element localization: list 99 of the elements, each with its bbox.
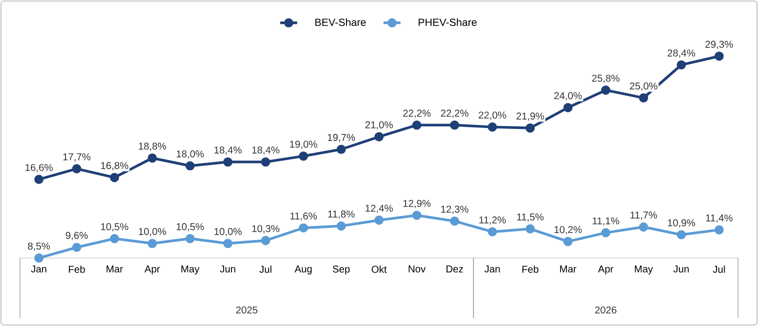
data-label: 29,3%: [705, 40, 733, 49]
data-label: 11,4%: [706, 214, 733, 223]
x-tick-label: Sep: [332, 266, 350, 275]
x-tick-label: Jun: [220, 266, 236, 272]
x-tick-label: Apr: [598, 266, 614, 274]
point: [412, 120, 422, 130]
x-tick-label: Apr: [144, 266, 160, 274]
point: [676, 230, 686, 240]
point: [336, 221, 346, 231]
data-label: 11,7%: [630, 212, 657, 220]
point: [185, 234, 195, 244]
point: [72, 242, 82, 252]
point: [374, 216, 384, 225]
data-label: 10,5%: [176, 223, 204, 232]
point: [526, 224, 535, 234]
x-tick-label: Nov: [408, 266, 426, 272]
data-label: 28,4%: [668, 49, 696, 58]
x-tick-label: Jan: [31, 266, 46, 272]
point: [374, 132, 384, 142]
point: [526, 123, 535, 133]
text: 2025: [236, 306, 258, 314]
data-label: 25,8%: [592, 74, 620, 83]
data-label: 16,6%: [26, 164, 53, 172]
x-tick-label: Jul: [259, 266, 272, 273]
data-label: 11,6%: [290, 212, 317, 221]
point: [72, 164, 82, 174]
x-tick-label: Mar: [560, 266, 576, 272]
data-label: 18,4%: [252, 146, 280, 155]
data-label: 12,9%: [403, 200, 431, 208]
data-label: 21,9%: [516, 112, 544, 121]
data-label: 10,5%: [101, 223, 128, 232]
data-label: 10,3%: [252, 225, 280, 234]
point: [450, 216, 460, 226]
data-label: 19,0%: [290, 140, 318, 149]
data-label: 10,0%: [138, 228, 166, 236]
legend-label: BEV-Share: [315, 18, 366, 26]
x-tick-label: Feb: [522, 266, 538, 273]
data-label: 12,4%: [366, 204, 393, 213]
x-tick-label: Jul: [712, 266, 725, 273]
point: [601, 228, 610, 238]
text: 2026: [595, 306, 616, 314]
point: [336, 144, 346, 154]
point: [601, 86, 610, 95]
data-label: 17,7%: [63, 153, 90, 162]
data-label: 10,0%: [214, 228, 242, 236]
x-tick-label: May: [634, 266, 653, 274]
data-label: 22,2%: [403, 110, 431, 118]
point: [148, 238, 157, 248]
data-label: 16,8%: [101, 162, 128, 170]
data-label: 10,9%: [668, 219, 696, 228]
data-label: 25,0%: [630, 82, 658, 91]
x-tick-label: Mar: [106, 266, 123, 272]
data-label: 21,0%: [365, 121, 393, 130]
data-label: 19,7%: [328, 134, 355, 142]
point: [110, 172, 120, 182]
x-tick-label: Okt: [372, 266, 387, 273]
point: [488, 122, 497, 132]
data-label: 18,8%: [138, 142, 166, 151]
data-label: 12,3%: [441, 206, 468, 214]
x-tick-label: Feb: [68, 266, 85, 273]
point: [298, 152, 308, 161]
x-tick-label: Dez: [446, 266, 463, 272]
x-tick-label: Jan: [484, 266, 500, 272]
point: [110, 234, 120, 244]
data-label: 11,1%: [592, 217, 620, 226]
point: [34, 174, 44, 184]
x-tick-label: Aug: [294, 266, 312, 274]
point: [148, 153, 157, 163]
data-label: 9,6%: [66, 232, 88, 240]
data-label: 11,2%: [479, 216, 506, 225]
data-label: 18,0%: [176, 150, 204, 159]
point: [676, 60, 686, 70]
point: [638, 93, 648, 103]
data-label: 11,5%: [517, 213, 544, 222]
data-label: 18,4%: [214, 146, 242, 155]
point: [563, 103, 573, 112]
point: [450, 120, 460, 130]
point: [223, 157, 232, 167]
point: [223, 238, 232, 248]
point: [714, 52, 724, 61]
legend-label: PHEV-Share: [418, 18, 477, 26]
data-label: 8,5%: [28, 242, 50, 251]
point: [185, 161, 195, 170]
point: [714, 225, 724, 234]
point: [261, 157, 270, 167]
point: [261, 236, 270, 246]
point: [638, 222, 648, 232]
x-tick-label: May: [181, 266, 200, 274]
data-label: 11,8%: [328, 210, 355, 219]
data-label: 22,2%: [440, 110, 468, 118]
point: [488, 227, 497, 236]
data-label: 22,0%: [478, 112, 506, 120]
x-tick-label: Jun: [673, 266, 689, 272]
point: [34, 253, 44, 263]
data-label: 24,0%: [554, 92, 582, 100]
data-label: 10,2%: [554, 226, 582, 234]
point: [412, 210, 422, 220]
point: [563, 236, 573, 246]
point: [298, 223, 308, 233]
